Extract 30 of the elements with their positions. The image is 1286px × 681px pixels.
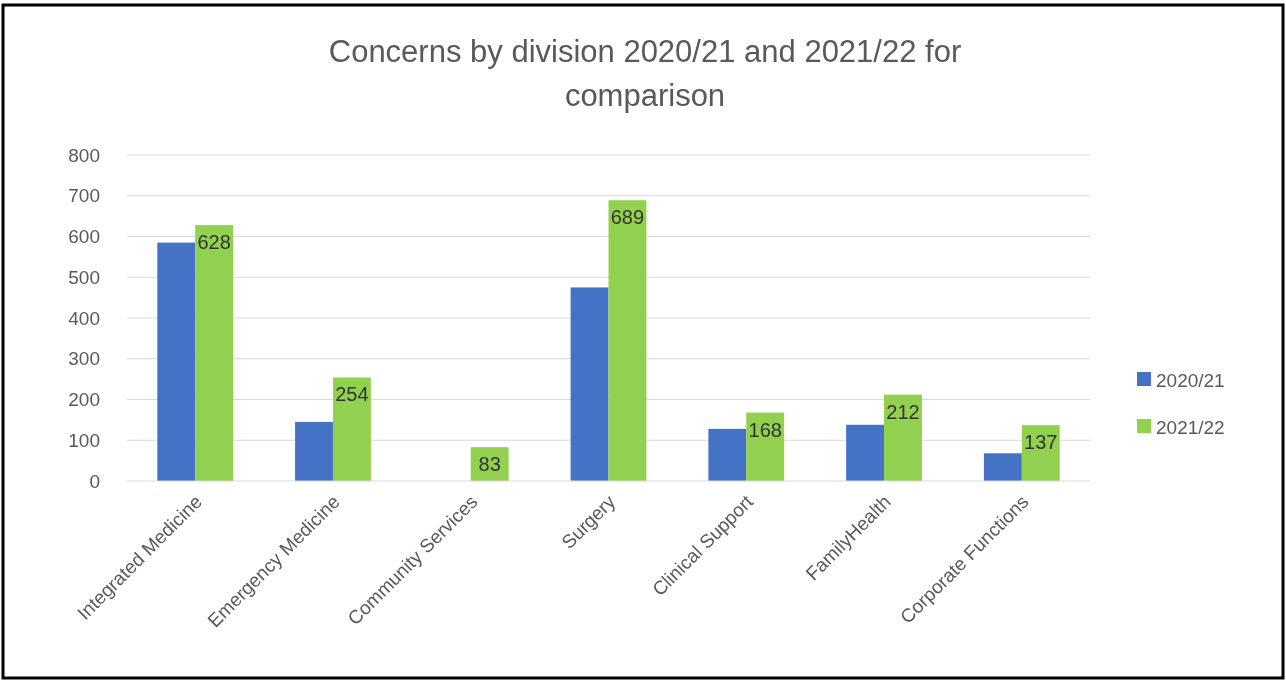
data-label: 168 <box>748 418 782 441</box>
data-label: 689 <box>610 206 645 229</box>
bar <box>570 287 609 481</box>
data-label: 254 <box>335 383 369 406</box>
chart-title: Concerns by division 2020/21 and 2021/22 for comparison <box>328 34 962 113</box>
bar <box>983 453 1022 481</box>
bar <box>157 242 196 481</box>
y-tick-label: 700 <box>68 185 100 207</box>
y-tick-label: 800 <box>68 144 100 166</box>
bar <box>295 421 333 481</box>
y-tick-label: 600 <box>68 226 100 248</box>
data-label: 137 <box>1024 431 1058 454</box>
y-tick-label: 0 <box>89 470 100 492</box>
bar <box>708 428 747 481</box>
y-tick-label: 300 <box>68 348 100 370</box>
data-label: 628 <box>197 231 231 254</box>
y-tick-label: 500 <box>68 266 100 288</box>
bar <box>195 225 234 481</box>
legend-label: 2020/21 <box>1156 369 1225 391</box>
data-label: 212 <box>886 400 920 423</box>
bar <box>332 377 371 481</box>
bar <box>608 200 647 481</box>
legend-label: 2021/22 <box>1156 416 1225 438</box>
y-tick-label: 200 <box>68 389 100 411</box>
bar <box>884 394 922 481</box>
data-label: 83 <box>478 453 501 476</box>
y-tick-label: 100 <box>68 429 100 451</box>
bar <box>846 424 885 481</box>
y-tick-label: 400 <box>68 307 100 329</box>
bar <box>1021 425 1060 481</box>
